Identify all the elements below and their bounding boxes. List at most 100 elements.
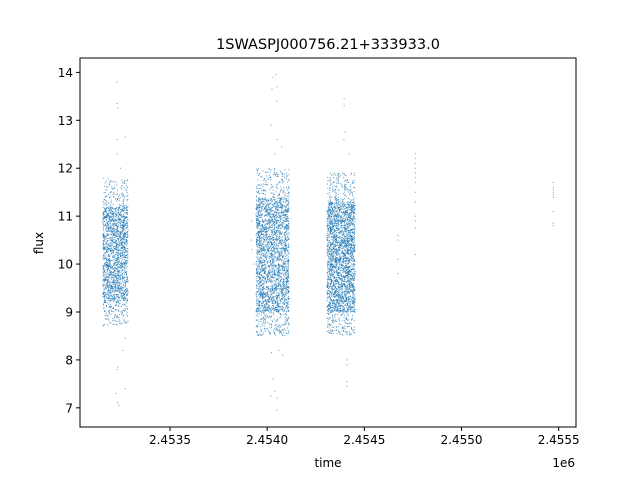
data-point (279, 220, 281, 221)
data-point (285, 275, 287, 277)
data-point (278, 330, 280, 332)
data-point (108, 268, 110, 270)
data-point (111, 273, 113, 275)
data-point (119, 299, 121, 301)
data-point (259, 237, 261, 239)
data-point (108, 262, 110, 264)
data-point (116, 194, 118, 196)
data-point (285, 313, 287, 315)
data-point (118, 286, 120, 288)
data-point (263, 260, 265, 262)
data-point (267, 177, 269, 179)
data-point (258, 301, 260, 303)
data-point (347, 269, 348, 271)
data-point (115, 243, 117, 245)
data-point (281, 284, 283, 286)
data-point (104, 311, 105, 313)
data-point (125, 249, 127, 251)
data-point (119, 275, 121, 276)
data-point (350, 273, 352, 275)
data-point (112, 224, 114, 226)
data-point (107, 272, 109, 274)
data-point (331, 314, 333, 316)
data-point (286, 172, 288, 174)
data-point (114, 290, 116, 292)
data-point (338, 248, 340, 250)
data-point (273, 260, 275, 262)
data-point (120, 240, 122, 242)
data-point (278, 272, 279, 274)
data-point (257, 239, 259, 241)
data-point (103, 291, 105, 293)
data-point (126, 306, 128, 308)
data-point (113, 191, 115, 193)
data-point (286, 225, 288, 227)
data-point (113, 271, 114, 273)
data-point (278, 212, 279, 214)
data-point (286, 299, 288, 301)
data-point (124, 310, 126, 312)
data-point (286, 229, 288, 231)
data-point (277, 302, 278, 304)
data-point (105, 283, 107, 285)
data-point (255, 261, 257, 262)
data-point (332, 191, 334, 193)
data-point (337, 250, 339, 252)
data-point (288, 318, 290, 320)
data-point (279, 234, 281, 236)
data-point (264, 306, 266, 308)
data-point (278, 265, 280, 267)
data-point (126, 196, 128, 198)
data-point (113, 196, 115, 198)
data-point (279, 224, 281, 226)
data-point (263, 246, 265, 248)
data-point (275, 233, 277, 235)
data-point (260, 229, 262, 230)
data-point (260, 321, 262, 323)
data-point (111, 219, 113, 221)
data-point (112, 216, 114, 218)
data-point (273, 332, 275, 334)
data-point (272, 305, 274, 307)
data-point (284, 192, 286, 194)
data-point (124, 209, 126, 211)
data-point (336, 275, 338, 277)
data-point (273, 306, 274, 308)
data-point (262, 260, 263, 262)
data-point (261, 266, 263, 268)
data-point (104, 273, 106, 275)
data-point (277, 225, 279, 227)
data-point (276, 239, 278, 241)
data-point (350, 184, 352, 186)
data-point (337, 303, 339, 304)
data-point (282, 257, 284, 259)
data-point (103, 270, 105, 272)
data-point (262, 253, 264, 255)
data-point (328, 287, 329, 289)
data-point (105, 318, 107, 320)
data-point (264, 249, 266, 251)
data-point (111, 250, 112, 252)
data-point (104, 289, 106, 291)
data-point (258, 293, 260, 295)
data-point (114, 298, 116, 300)
data-point (103, 266, 104, 268)
data-point (260, 256, 262, 258)
data-point (288, 330, 289, 332)
data-point (121, 185, 123, 187)
data-point (277, 326, 279, 328)
data-point (120, 233, 122, 235)
data-point (104, 309, 106, 311)
data-point (336, 211, 337, 213)
data-point (337, 189, 339, 191)
data-point (267, 254, 269, 256)
data-point (282, 227, 284, 229)
data-point (123, 219, 125, 221)
data-point (119, 279, 121, 281)
data-point (347, 213, 348, 215)
data-point (262, 267, 264, 269)
data-point (113, 220, 115, 222)
data-point (287, 223, 289, 225)
data-point (110, 237, 112, 239)
data-point (277, 208, 279, 210)
